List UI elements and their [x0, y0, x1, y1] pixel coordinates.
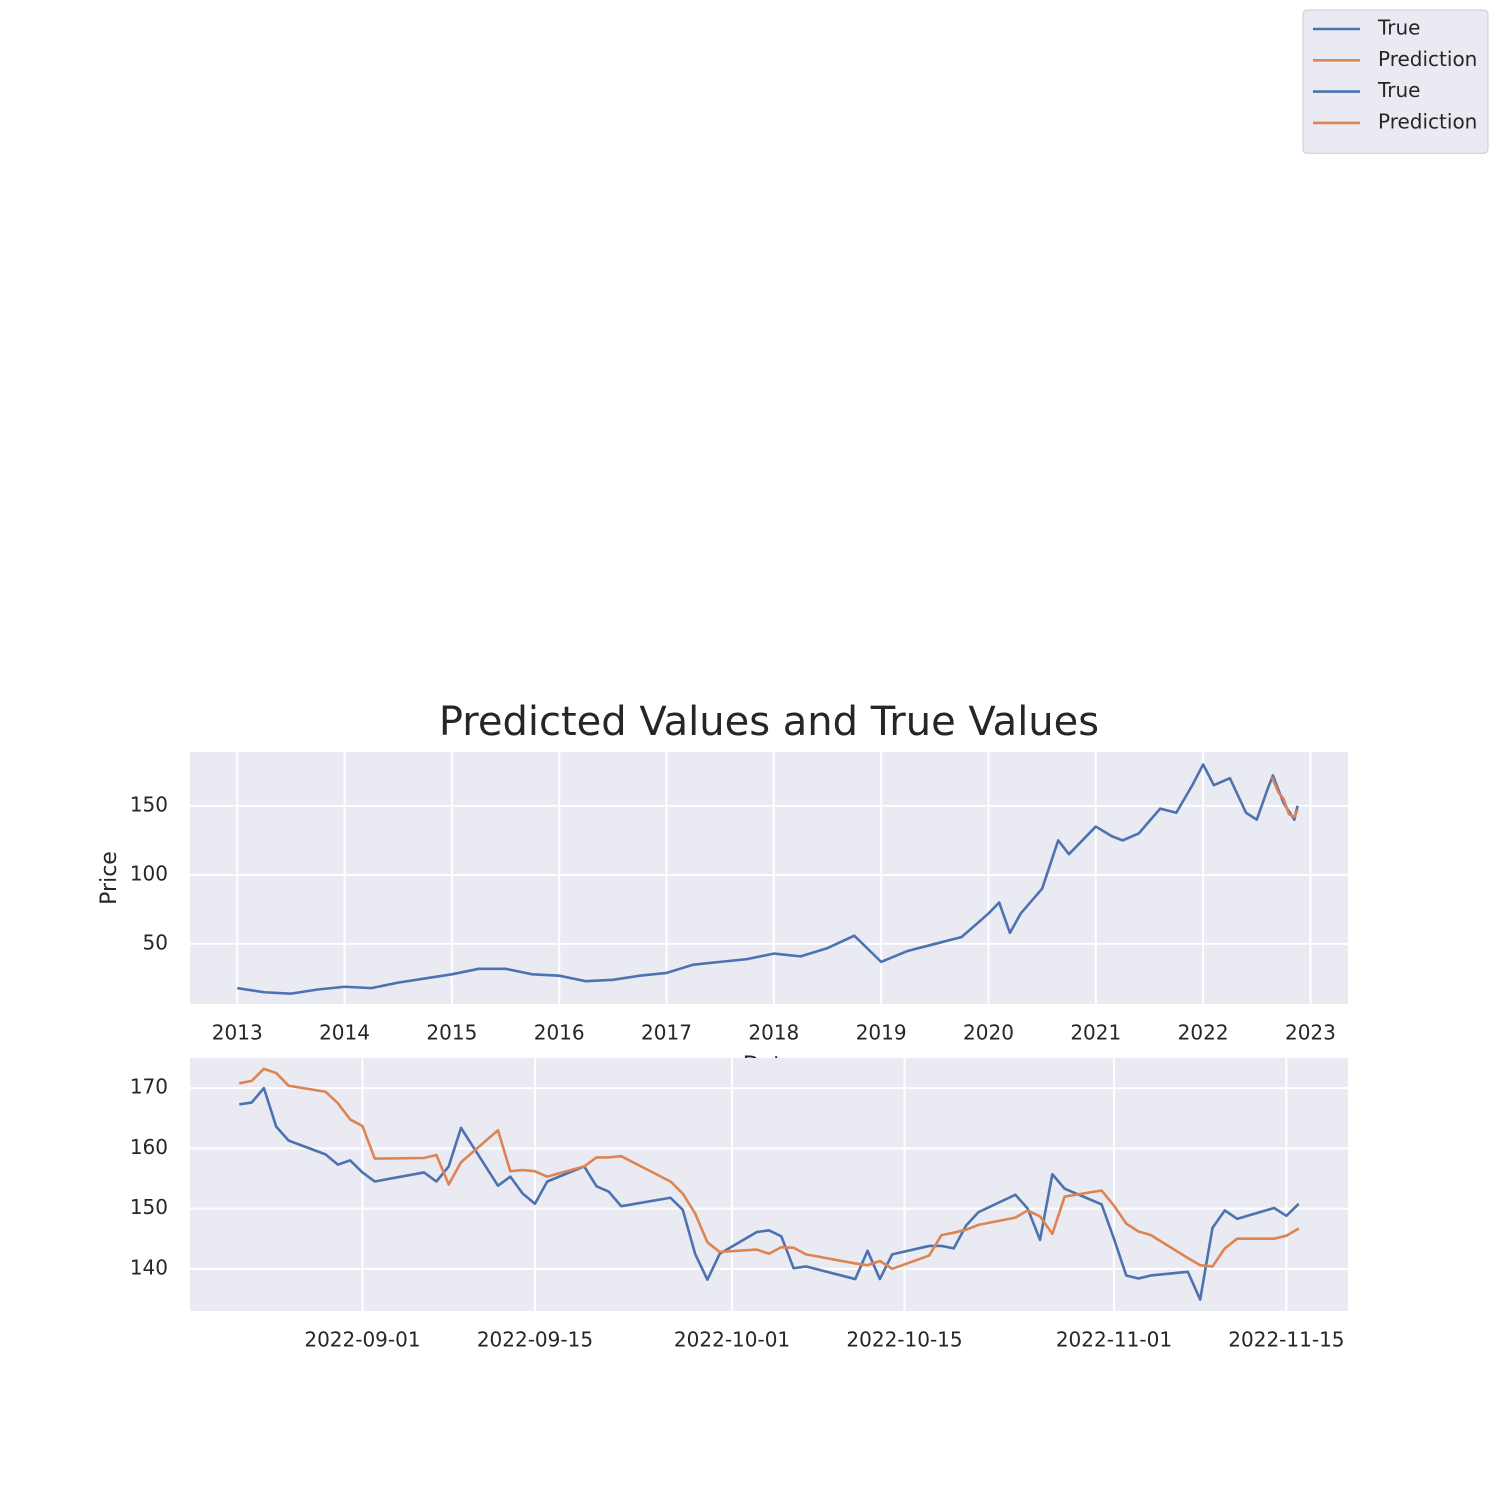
y-tick-label: 50 — [143, 930, 168, 954]
x-tick-label: 2018 — [748, 1021, 799, 1045]
x-tick-label: 2020 — [963, 1021, 1014, 1045]
x-tick-label: 2015 — [426, 1021, 477, 1045]
x-tick-label: 2017 — [641, 1021, 692, 1045]
legend-label: True — [1377, 16, 1420, 40]
y-tick-label: 160 — [130, 1135, 168, 1159]
x-tick-label: 2014 — [319, 1021, 370, 1045]
x-tick-label: 2022-10-15 — [846, 1328, 962, 1352]
y-tick-label: 150 — [130, 1195, 168, 1219]
y-axis-label: Price — [97, 851, 122, 905]
x-tick-label: 2023 — [1285, 1021, 1336, 1045]
series-line — [1270, 776, 1299, 819]
x-tick-label: 2022 — [1178, 1021, 1229, 1045]
legend-box — [1302, 9, 1489, 154]
y-tick-label: 140 — [130, 1255, 168, 1279]
x-tick-label: 2022-11-15 — [1228, 1328, 1344, 1352]
x-tick-label: 2016 — [534, 1021, 585, 1045]
legend-label: Prediction — [1378, 109, 1477, 133]
x-tick-label: 2019 — [856, 1021, 907, 1045]
chart-title: Predicted Values and True Values — [439, 699, 1099, 745]
series-line — [239, 1067, 1300, 1271]
x-tick-label: 2013 — [212, 1021, 263, 1045]
y-tick-label: 150 — [130, 792, 168, 816]
legend-label: True — [1377, 78, 1420, 102]
x-tick-label: 2022-09-15 — [477, 1328, 593, 1352]
y-tick-label: 170 — [130, 1075, 168, 1099]
y-tick-label: 100 — [130, 861, 168, 885]
axes-background — [190, 752, 1348, 1004]
legend-label: Prediction — [1378, 47, 1477, 71]
x-tick-label: 2022-10-01 — [674, 1328, 790, 1352]
x-tick-label: 2022-09-01 — [304, 1328, 420, 1352]
x-tick-label: 2021 — [1070, 1021, 1121, 1045]
series-line — [237, 763, 1299, 995]
x-tick-label: 2022-11-01 — [1056, 1328, 1172, 1352]
series-line — [239, 1086, 1300, 1301]
